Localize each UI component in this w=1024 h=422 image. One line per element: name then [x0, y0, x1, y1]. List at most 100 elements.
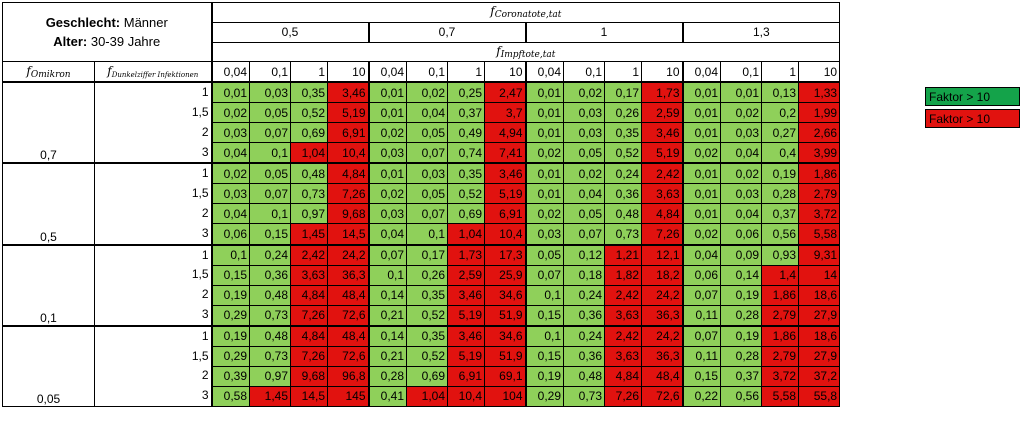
- value-cell: 1,73: [447, 243, 485, 266]
- value-cell: 9,68: [290, 365, 328, 387]
- value-cell: 0,02: [563, 81, 605, 104]
- impf-value: 0,04: [210, 61, 250, 83]
- dunkel-sub: Dunkelziffer Infektionen: [111, 71, 199, 80]
- value-cell: 0,05: [563, 142, 605, 164]
- value-cell: 24,2: [327, 243, 369, 266]
- impf-value: 10: [797, 61, 841, 83]
- value-cell: 51,9: [484, 345, 526, 367]
- value-cell: 7,26: [290, 345, 328, 367]
- value-cell: 0,52: [406, 345, 448, 367]
- value-cell: 0,52: [447, 183, 485, 205]
- value-cell: 48,4: [327, 284, 369, 306]
- value-cell: 0,19: [720, 324, 762, 347]
- value-cell: 2,42: [290, 243, 328, 266]
- value-cell: 34,6: [484, 324, 526, 347]
- value-cell: 0,1: [210, 243, 250, 266]
- value-cell: 0,25: [447, 81, 485, 104]
- value-cell: 0,97: [290, 203, 328, 225]
- value-cell: 0,03: [210, 183, 250, 205]
- value-cell: 0,01: [681, 122, 721, 144]
- impf-value: 1: [761, 61, 799, 83]
- value-cell: 2,42: [604, 324, 642, 347]
- value-cell: 145: [327, 385, 369, 407]
- value-cell: 0,06: [210, 223, 250, 246]
- value-cell: 72,6: [327, 345, 369, 367]
- value-cell: 51,9: [484, 304, 526, 327]
- value-cell: 0,06: [720, 223, 762, 246]
- age-label: Alter:: [53, 34, 88, 50]
- value-cell: 1,73: [641, 81, 683, 104]
- value-cell: 2,66: [797, 122, 841, 144]
- omikron-value: 0,7: [2, 81, 95, 164]
- value-cell: 0,01: [681, 203, 721, 225]
- value-cell: 0,02: [210, 162, 250, 185]
- value-cell: 0,07: [406, 203, 448, 225]
- value-cell: 0,52: [406, 304, 448, 327]
- value-cell: 0,01: [681, 183, 721, 205]
- dunkel-values: 1 1,5 2 3: [94, 81, 212, 164]
- value-cell: 0,02: [367, 183, 407, 205]
- value-cell: 0,07: [563, 223, 605, 246]
- value-cell: 0,07: [406, 142, 448, 164]
- value-cell: 3,7: [484, 102, 526, 124]
- value-cell: 0,01: [367, 102, 407, 124]
- value-cell: 27,9: [797, 345, 841, 367]
- value-cell: 0,01: [524, 102, 564, 124]
- value-cell: 6,91: [327, 122, 369, 144]
- value-cell: 1,04: [406, 385, 448, 407]
- value-cell: 4,84: [290, 324, 328, 347]
- value-cell: 1,45: [249, 385, 291, 407]
- corona-symbol: f: [490, 4, 495, 19]
- table-row: 0,29 0,73 7,26 72,6 0,21 0,52 5,19 51,9 0,15 0,36…: [3, 304, 841, 327]
- table-row: 0,03 0,07 0,69 6,91 0,02 0,05 0,49 4,94 0,01 0,03…: [3, 122, 841, 144]
- value-cell: 0,05: [563, 203, 605, 225]
- value-cell: 0,17: [604, 81, 642, 104]
- impf-value: 0,1: [720, 61, 762, 83]
- value-cell: 34,6: [484, 284, 526, 306]
- value-cell: 3,99: [797, 142, 841, 164]
- table-row: 0,05 1 1,5 2 3 0,19 0,48 4,84 48,4 0,14 0,35 3,46 34…: [2, 324, 841, 407]
- value-cell: 2,47: [484, 81, 526, 104]
- value-cell: 0,03: [563, 102, 605, 124]
- value-cell: 12,1: [641, 243, 683, 266]
- value-cell: 4,94: [484, 122, 526, 144]
- value-cell: 2,79: [797, 183, 841, 205]
- value-cell: 0,73: [563, 385, 605, 407]
- table-row: 0,03 0,07 0,73 7,26 0,02 0,05 0,52 5,19 0,01 0,04…: [3, 183, 841, 205]
- dunkel-value: 1,5: [191, 186, 209, 201]
- value-cell: 2,59: [641, 102, 683, 124]
- value-cell: 0,04: [406, 102, 448, 124]
- age-value: 30-39 Jahre: [90, 34, 161, 50]
- value-cell: 0,93: [761, 243, 799, 266]
- value-cell: 3,46: [447, 324, 485, 347]
- value-cell: 0,02: [367, 122, 407, 144]
- value-cell: 0,24: [604, 162, 642, 185]
- value-cell: 0,04: [210, 203, 250, 225]
- value-cell: 0,07: [249, 183, 291, 205]
- impf-value: 0,1: [249, 61, 291, 83]
- impf-header: fImpftote,tat: [210, 41, 841, 63]
- value-cell: 0,01: [524, 81, 564, 104]
- value-cell: 0,37: [720, 365, 762, 387]
- value-cell: 0,03: [406, 162, 448, 185]
- value-cell: 27,9: [797, 304, 841, 327]
- dunkel-value: 1,5: [191, 348, 209, 363]
- value-cell: 0,02: [720, 162, 762, 185]
- table-row: 0,7 1 1,5 2 3 0,01 0,03 0,35 3,46 0,01 0,02 0,25 2,4…: [2, 81, 841, 164]
- value-cell: 0,15: [210, 264, 250, 286]
- impf-value: 1: [290, 61, 328, 83]
- results-table: Geschlecht: Männer Alter: 30-39 Jahre fC…: [2, 1, 841, 407]
- value-cell: 7,26: [327, 183, 369, 205]
- value-cell: 0,03: [249, 81, 291, 104]
- value-cell: 0,15: [681, 365, 721, 387]
- value-cell: 0,28: [761, 183, 799, 205]
- dunkel-value: 1: [201, 247, 209, 262]
- table-row: 0,29 0,73 7,26 72,6 0,21 0,52 5,19 51,9 0,15 0,36…: [3, 345, 841, 367]
- value-cell: 0,35: [604, 122, 642, 144]
- value-cell: 0,1: [524, 324, 564, 347]
- value-cell: 0,29: [524, 385, 564, 407]
- value-cell: 1,82: [604, 264, 642, 286]
- impf-value: 0,04: [524, 61, 564, 83]
- value-cell: 0,56: [720, 385, 762, 407]
- dunkel-value: 2: [201, 124, 209, 139]
